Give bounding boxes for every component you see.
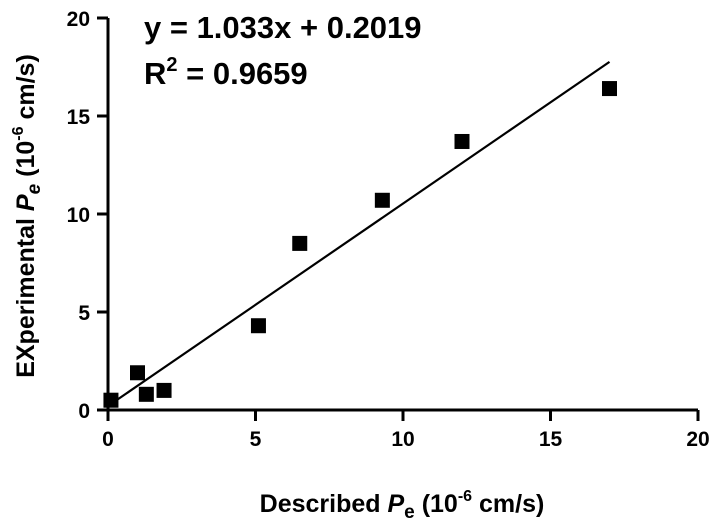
data-point-8 — [454, 133, 470, 149]
y-tick-label-15: 15 — [67, 106, 91, 129]
data-point-1 — [103, 392, 119, 408]
fit-equation: y = 1.033x + 0.2019 — [144, 10, 422, 45]
x-tick-label-15: 15 — [539, 428, 563, 451]
r2-base: R — [144, 56, 166, 91]
data-point-6 — [292, 235, 308, 251]
data-point-5 — [250, 318, 266, 334]
data-points — [103, 81, 617, 408]
y-tick-label-10: 10 — [67, 204, 90, 227]
ticks — [97, 16, 700, 421]
y-axis-title: EXperimental Pe (10-6 cm/s) — [10, 54, 45, 378]
y-tick-label-0: 0 — [78, 400, 90, 423]
data-point-3 — [138, 386, 154, 402]
fit — [110, 60, 611, 405]
data-point-9 — [602, 81, 617, 97]
x-tick-label-10: 10 — [391, 428, 414, 451]
fit-r-squared: R2 = 0.9659 — [144, 54, 308, 91]
tick-labels: 0 5 10 15 20 0 5 10 15 20 — [67, 8, 710, 451]
data-point-4 — [156, 382, 172, 398]
r2-exponent: 2 — [166, 54, 177, 76]
y-tick-label-20: 20 — [67, 8, 90, 31]
data-point-2 — [130, 365, 145, 381]
y-tick-label-5: 5 — [78, 302, 90, 325]
x-tick-label-20: 20 — [686, 428, 709, 451]
x-axis-title: Described Pe (10-6 cm/s) — [260, 488, 545, 523]
r2-value: = 0.9659 — [178, 56, 308, 91]
x-tick-label-5: 5 — [250, 428, 262, 451]
regression-line — [110, 60, 611, 405]
x-tick-label-0: 0 — [102, 428, 114, 451]
data-point-7 — [374, 192, 390, 208]
